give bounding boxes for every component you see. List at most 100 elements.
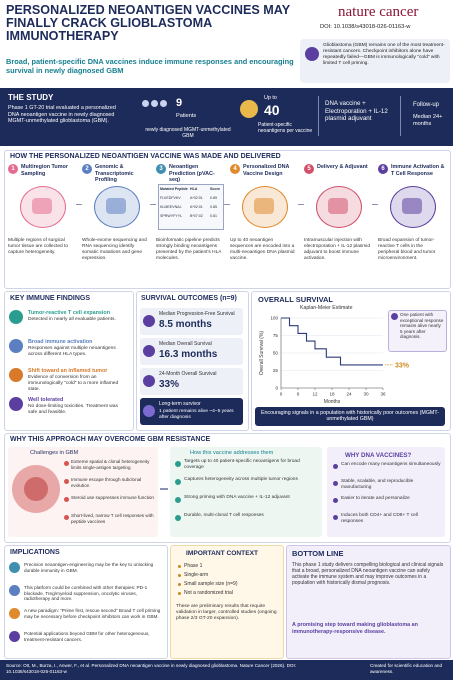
reason: Stable, scalable, and reproducible manuf…: [341, 479, 414, 490]
icon: [175, 515, 181, 521]
text: Phase 1 GT-20 trial evaluated a personal…: [8, 105, 116, 125]
solution: Durable, multi-clonal T cell responses: [184, 513, 264, 518]
table-header: Mutated Peptide: [160, 187, 188, 191]
icon: [9, 585, 20, 596]
icon: [64, 461, 69, 466]
heading: THE STUDY: [8, 93, 54, 102]
label: Follow-up: [413, 102, 440, 108]
survival-value: 16.3 months: [159, 349, 218, 360]
icon: [64, 479, 69, 484]
survival-value: 1 patient remains alive ~4–5 years after…: [159, 409, 234, 420]
x-tick-label: 36: [380, 392, 386, 397]
arrow: [224, 204, 230, 206]
icon: [151, 100, 158, 107]
resistance-panel: [4, 433, 451, 543]
subheading: WHY DNA VACCINES?: [345, 452, 412, 459]
table-cell: 0.81: [210, 214, 217, 218]
implication: This platform could be combined with oth…: [24, 585, 148, 602]
context-item: Single-arm: [184, 572, 209, 578]
survival-label: 24-Month Overall Survival: [159, 371, 217, 377]
y-tick-label: 100: [270, 316, 278, 321]
illustration: [24, 477, 48, 501]
title: PERSONALIZED NEOANTIGEN VACCINES MAY FIN…: [6, 3, 290, 44]
finding-text: Detected in nearly all evaluable patient…: [28, 317, 116, 322]
divider: [318, 96, 319, 136]
icon: [240, 100, 258, 118]
bottom-text: This phase 1 study delivers compelling b…: [292, 562, 444, 587]
stat: 40: [264, 102, 280, 118]
study-band: [0, 88, 453, 146]
text: DNA vaccine + Electroporation + IL-12 pl…: [325, 100, 388, 123]
step-text: Up to 40 neoantigen sequences are encode…: [230, 238, 295, 261]
footer: [0, 660, 453, 680]
divider: [400, 96, 401, 136]
chart-panel: [251, 291, 451, 431]
challenge: Short-lived, narrow T cell responses wit…: [71, 513, 154, 524]
source: Source: Ott, M., Burza, I., Anwer, F., e…: [6, 663, 297, 674]
step-title: Multiregion Tumor Sampling: [21, 164, 68, 177]
x-tick-label: 6: [297, 392, 300, 397]
icon: [175, 461, 181, 467]
context-item: Phase 1: [184, 563, 203, 569]
reason: Induces both CD4+ and CD8+ T cell respon…: [341, 513, 418, 524]
illustration: [254, 198, 274, 214]
solution: Captures heterogeneity across multiple t…: [184, 477, 298, 482]
survival-panel: [136, 291, 249, 431]
x-axis-label: Months: [324, 399, 341, 405]
table-cell: B*07:02: [190, 214, 203, 218]
icon: [143, 345, 155, 357]
context-box: [300, 39, 450, 83]
survival-value: 33%: [159, 379, 180, 390]
icon: [333, 515, 338, 520]
icon: [9, 339, 23, 353]
heading: WHY THIS APPROACH MAY OVERCOME GBM RESIS…: [10, 436, 211, 443]
step-number: 5: [307, 165, 311, 172]
icon: [9, 562, 20, 573]
stat: 9: [176, 97, 183, 109]
implications-panel: [4, 545, 168, 659]
table-cell: 0.89: [210, 196, 217, 200]
finding-title: Shift toward an inflamed tumor: [28, 368, 108, 374]
dna-box: [327, 447, 445, 537]
step-badge: [230, 164, 240, 174]
end-label: 33%: [395, 362, 410, 369]
icon: [9, 608, 20, 619]
icon: [9, 397, 23, 411]
x-tick-label: 30: [363, 392, 369, 397]
label: Patients: [176, 113, 197, 119]
heading: OVERALL SURVIVAL: [258, 295, 334, 304]
icon: [178, 565, 181, 568]
doi: DOI: 10.1038/s43018-026-01163-w: [320, 24, 411, 30]
icon: [178, 592, 181, 595]
x-tick-label: 12: [312, 392, 318, 397]
icon: [160, 100, 167, 107]
icon: [175, 479, 181, 485]
label: Patient-specific neoantigens per vaccine: [258, 122, 313, 135]
credit: Created for scientific education and awa…: [370, 663, 443, 674]
highlight: A promising step toward making glioblast…: [292, 622, 418, 635]
subheading: Challenges in GBM: [30, 450, 79, 456]
subtitle: Broad, patient-specific DNA vaccines ind…: [6, 57, 294, 76]
arrow: [76, 204, 82, 206]
survival-card: [140, 338, 243, 365]
icon: [333, 464, 338, 469]
survival-card: [140, 398, 243, 425]
implication: Precision neoantigen-engineering may be …: [24, 562, 154, 573]
solution: Targets up to 40 patient-specific neoant…: [184, 459, 300, 470]
table: [158, 184, 224, 230]
step-number: 6: [381, 165, 385, 172]
step-text: Bioinformatic pipeline predicts strongly…: [156, 238, 222, 261]
icon: [9, 631, 20, 642]
survival-card: [140, 368, 243, 395]
illustration: [328, 198, 348, 214]
y-axis-label: Overall Survival (%): [259, 331, 265, 376]
step-title: Personalized DNA Vaccine Design: [243, 164, 290, 177]
finding-text: Evidence of conversion from an immunolog…: [28, 375, 119, 392]
context-item: Small sample size (n=9): [184, 581, 238, 587]
survival-label: Median Progression-Free Survival: [159, 311, 235, 317]
callout: One patient with exceptional response re…: [400, 312, 444, 340]
arrow: [160, 488, 168, 490]
finding-title: Tumor-reactive T cell expansion: [28, 310, 110, 316]
y-tick-label: 75: [273, 333, 279, 338]
process-panel: [4, 150, 451, 289]
